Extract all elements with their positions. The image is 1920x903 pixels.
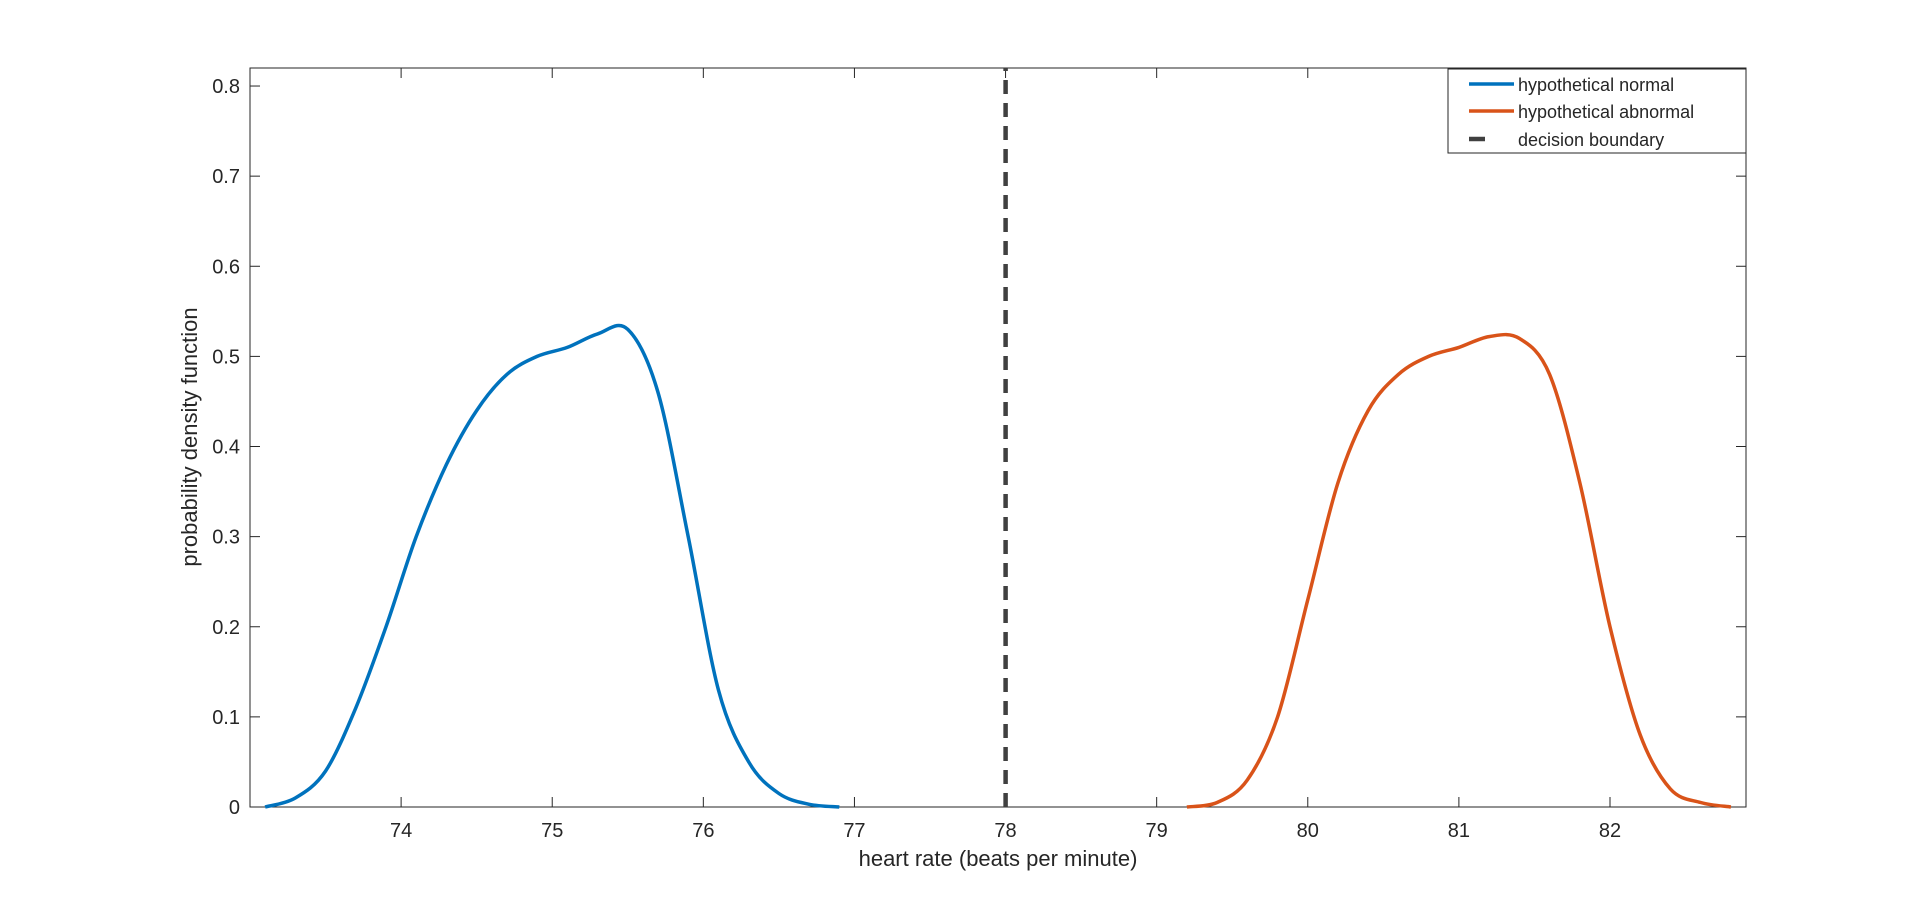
x-tick-label: 78 xyxy=(994,820,1016,842)
series-layer xyxy=(264,68,1732,809)
y-tick-label: 0.1 xyxy=(212,707,240,729)
y-tick-label: 0.3 xyxy=(212,527,240,549)
y-tick-label: 0 xyxy=(229,797,240,819)
y-axis-ticks: 0 0.1 0.2 0.3 0.4 0.5 0.6 0.7 0.8 xyxy=(212,76,1746,819)
y-tick-label: 0.7 xyxy=(212,166,240,188)
x-tick-label: 80 xyxy=(1297,820,1319,842)
legend-label-boundary: decision boundary xyxy=(1518,130,1664,150)
legend-label-normal: hypothetical normal xyxy=(1518,75,1674,95)
y-axis-label: probability density function xyxy=(177,307,202,566)
x-axis-ticks: 74 75 76 77 78 79 80 81 82 xyxy=(390,68,1621,842)
legend-label-abnormal: hypothetical abnormal xyxy=(1518,102,1694,122)
y-tick-label: 0.6 xyxy=(212,256,240,278)
x-tick-label: 74 xyxy=(390,820,412,842)
y-tick-label: 0.4 xyxy=(212,437,240,459)
x-axis-label: heart rate (beats per minute) xyxy=(859,846,1138,871)
x-tick-label: 76 xyxy=(692,820,714,842)
y-tick-label: 0.2 xyxy=(212,617,240,639)
series-line-hypothetical-normal xyxy=(264,323,840,809)
legend: hypothetical normal hypothetical abnorma… xyxy=(1447,68,1747,154)
plot-area xyxy=(249,67,1747,808)
y-tick-label: 0.5 xyxy=(212,346,240,368)
y-tick-label: 0.8 xyxy=(212,76,240,98)
series-line-hypothetical-abnormal xyxy=(1186,332,1732,809)
x-tick-label: 75 xyxy=(541,820,563,842)
x-tick-label: 79 xyxy=(1146,820,1168,842)
x-tick-label: 77 xyxy=(843,820,865,842)
x-tick-label: 82 xyxy=(1599,820,1621,842)
x-tick-label: 81 xyxy=(1448,820,1470,842)
